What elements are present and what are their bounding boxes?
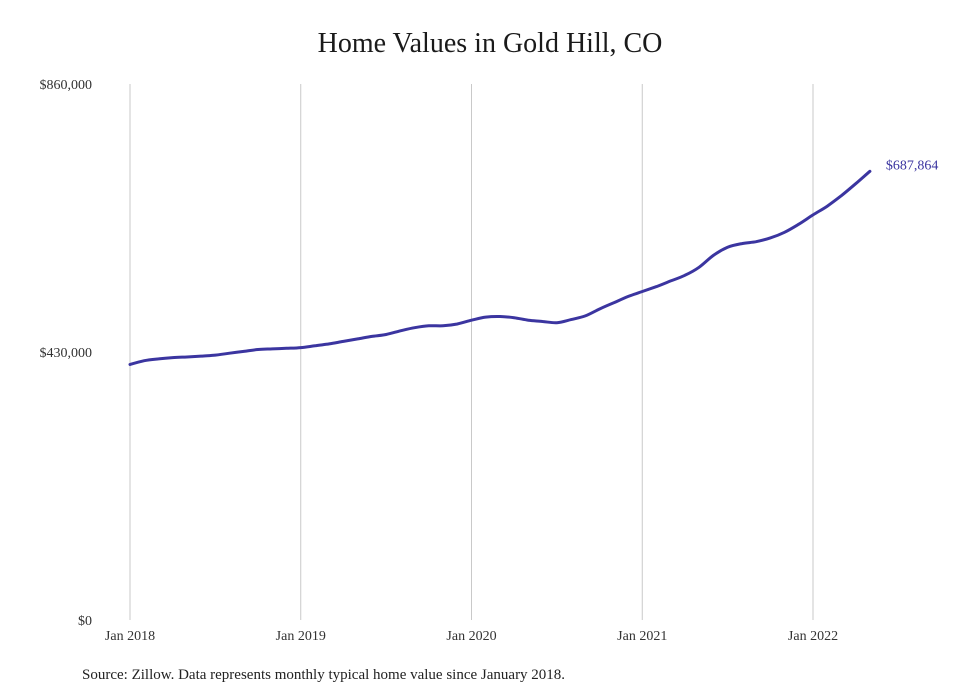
series-line [128, 169, 872, 366]
x-tick-label: Jan 2019 [276, 629, 326, 644]
y-tick-label: $860,000 [40, 78, 93, 93]
source-note: Source: Zillow. Data represents monthly … [82, 667, 566, 683]
x-tick-label: Jan 2022 [788, 629, 838, 644]
series-layer: $687,864 [128, 158, 939, 366]
x-axis: Jan 2018 Jan 2019 Jan 2020 Jan 2021 Jan 2022 [105, 629, 838, 644]
x-tick-label: Jan 2020 [446, 629, 496, 644]
y-tick-label: $0 [78, 614, 92, 629]
x-tick-label: Jan 2018 [105, 629, 155, 644]
end-value-label: $687,864 [886, 158, 939, 173]
x-tick-label: Jan 2021 [617, 629, 667, 644]
y-tick-label: $430,000 [40, 346, 93, 361]
chart-title: Home Values in Gold Hill, CO [317, 28, 663, 59]
grid-layer [129, 84, 814, 620]
y-axis: $0 $430,000 $860,000 [40, 78, 93, 629]
